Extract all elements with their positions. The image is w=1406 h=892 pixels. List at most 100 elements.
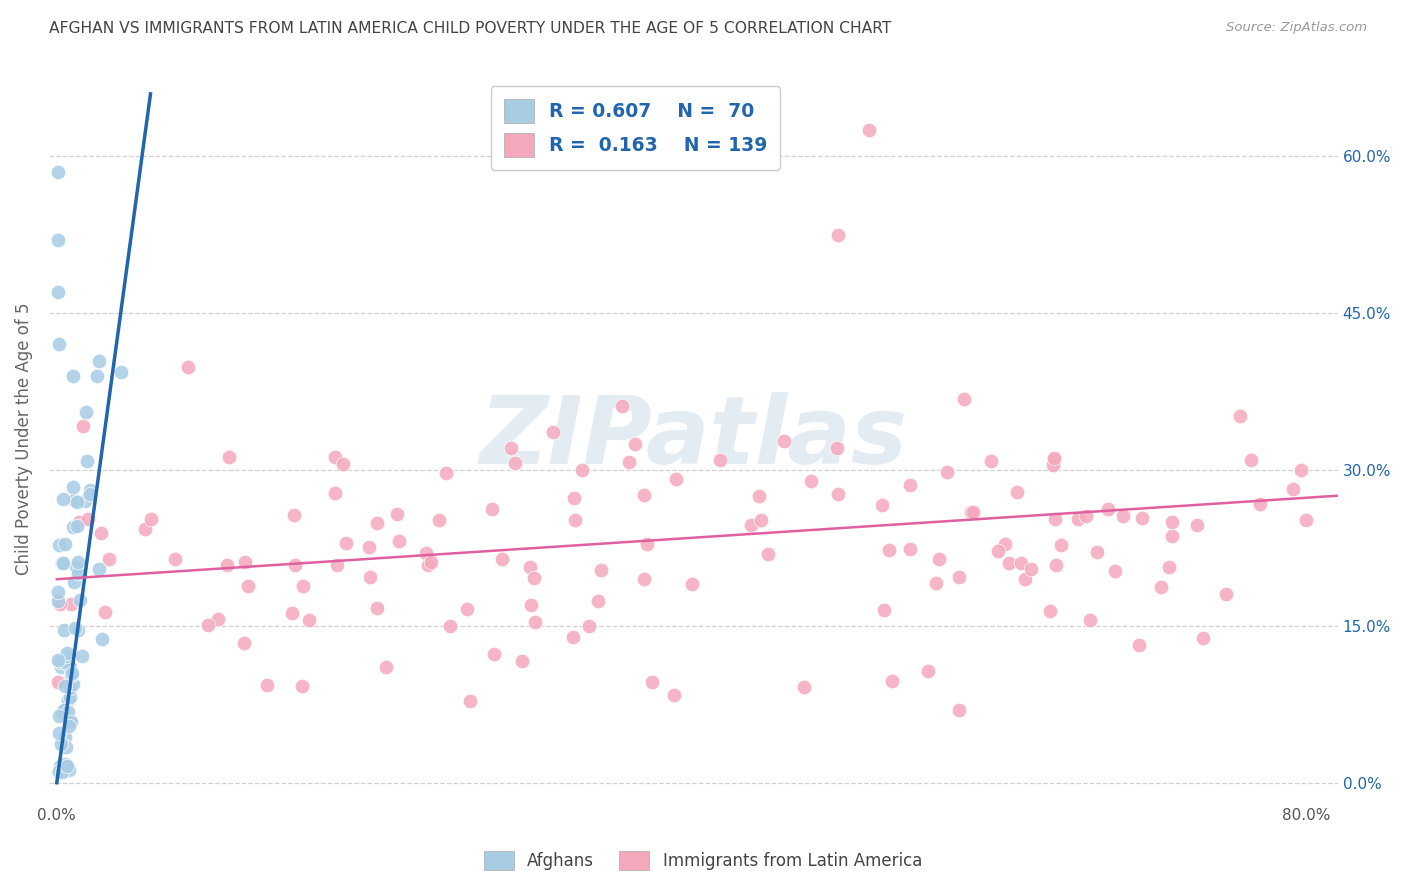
Point <box>51 765 73 780</box>
Point <box>898 541 921 556</box>
Point <box>1042 453 1064 467</box>
Point <box>562 491 585 506</box>
Point <box>284 558 307 572</box>
Point <box>298 613 321 627</box>
Point <box>62 480 84 494</box>
Point <box>177 359 200 374</box>
Point <box>90 526 112 541</box>
Point <box>1067 511 1090 525</box>
Point <box>87 354 110 368</box>
Point <box>1038 604 1060 618</box>
Point <box>1097 502 1119 516</box>
Point <box>936 466 959 480</box>
Point <box>76 454 98 468</box>
Point <box>56 705 79 719</box>
Point <box>1161 529 1184 543</box>
Point <box>59 681 82 695</box>
Point <box>46 594 69 608</box>
Point <box>59 667 82 681</box>
Point <box>740 517 762 532</box>
Point <box>505 456 527 470</box>
Point <box>56 692 79 706</box>
Point <box>388 533 411 548</box>
Point <box>163 552 186 566</box>
Point <box>962 505 984 519</box>
Point <box>523 615 546 629</box>
Point <box>91 632 114 646</box>
Point <box>65 560 87 574</box>
Point <box>48 765 70 780</box>
Point <box>59 714 82 728</box>
Point <box>1161 515 1184 529</box>
Point <box>58 718 80 732</box>
Point <box>48 764 70 778</box>
Point <box>48 337 70 351</box>
Point <box>48 726 70 740</box>
Point <box>772 434 794 448</box>
Point <box>1128 638 1150 652</box>
Text: AFGHAN VS IMMIGRANTS FROM LATIN AMERICA CHILD POVERTY UNDER THE AGE OF 5 CORRELA: AFGHAN VS IMMIGRANTS FROM LATIN AMERICA … <box>49 21 891 37</box>
Point <box>46 165 69 179</box>
Point <box>323 486 346 500</box>
Point <box>79 487 101 501</box>
Point <box>60 597 83 611</box>
Text: Source: ZipAtlas.com: Source: ZipAtlas.com <box>1226 21 1367 35</box>
Point <box>456 602 478 616</box>
Point <box>1289 463 1312 477</box>
Point <box>256 678 278 692</box>
Point <box>640 675 662 690</box>
Point <box>93 605 115 619</box>
Point <box>141 512 163 526</box>
Point <box>482 647 505 661</box>
Point <box>756 547 779 561</box>
Point <box>519 598 541 612</box>
Point <box>1014 572 1036 586</box>
Point <box>1045 558 1067 573</box>
Point <box>66 518 89 533</box>
Point <box>52 556 75 570</box>
Point <box>1150 580 1173 594</box>
Point <box>56 646 79 660</box>
Point <box>49 655 72 669</box>
Point <box>53 537 76 551</box>
Point <box>1229 409 1251 424</box>
Point <box>75 405 97 419</box>
Point <box>326 558 349 572</box>
Legend: Afghans, Immigrants from Latin America: Afghans, Immigrants from Latin America <box>477 844 929 877</box>
Point <box>60 715 83 730</box>
Point <box>63 574 86 589</box>
Point <box>415 546 437 560</box>
Point <box>1295 513 1317 527</box>
Point <box>633 573 655 587</box>
Point <box>633 488 655 502</box>
Point <box>134 522 156 536</box>
Point <box>1187 518 1209 533</box>
Point <box>52 491 75 506</box>
Point <box>73 493 96 508</box>
Point <box>62 519 84 533</box>
Point <box>207 612 229 626</box>
Point <box>72 419 94 434</box>
Point <box>562 630 585 644</box>
Point <box>709 452 731 467</box>
Point <box>79 483 101 497</box>
Point <box>46 233 69 247</box>
Point <box>359 569 381 583</box>
Point <box>1104 564 1126 578</box>
Point <box>952 392 974 406</box>
Point <box>55 740 77 755</box>
Point <box>439 619 461 633</box>
Point <box>429 513 451 527</box>
Point <box>359 541 381 555</box>
Point <box>793 680 815 694</box>
Point <box>994 537 1017 551</box>
Point <box>1240 453 1263 467</box>
Point <box>827 227 849 242</box>
Point <box>366 516 388 531</box>
Point <box>77 512 100 526</box>
Y-axis label: Child Poverty Under the Age of 5: Child Poverty Under the Age of 5 <box>15 302 32 574</box>
Point <box>197 617 219 632</box>
Point <box>662 688 685 702</box>
Point <box>1021 562 1043 576</box>
Point <box>51 660 73 674</box>
